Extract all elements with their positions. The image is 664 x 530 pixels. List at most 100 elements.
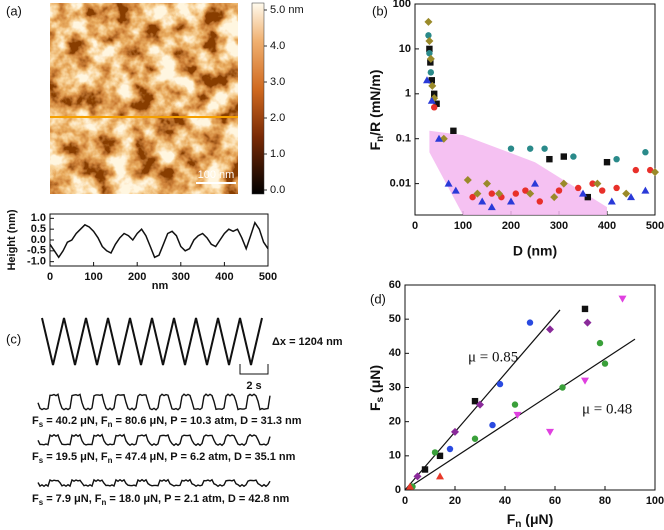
marker <box>489 421 496 429</box>
colorbar-label: 5.0 nm <box>270 4 304 16</box>
marker <box>406 482 414 490</box>
y-tick-label: -0.5 <box>27 245 46 257</box>
marker <box>632 166 639 174</box>
y-tick-label: 20 <box>389 416 401 428</box>
marker <box>507 145 515 152</box>
marker <box>436 452 444 460</box>
marker <box>613 155 620 163</box>
marker <box>601 360 609 367</box>
y-axis-label-part: F <box>367 402 383 411</box>
fit-line <box>404 309 561 491</box>
trace-caption-part: F <box>32 451 39 463</box>
marker <box>596 339 604 347</box>
trace-caption-part: = 18.0 μN, P = 2.1 atm, D = 42.8 nm <box>106 493 289 505</box>
trace-caption-part: n <box>108 420 113 429</box>
marker <box>613 184 620 192</box>
x-axis-label-part: (μN) <box>521 511 553 527</box>
trace-caption-part: = 19.5 μN, F <box>43 451 108 463</box>
trace-caption: Fs = 7.9 μN, Fn = 18.0 μN, P = 2.1 atm, … <box>32 493 290 507</box>
trace-caption-part: s <box>39 420 44 429</box>
marker <box>496 380 504 388</box>
x-tick-label: 80 <box>599 495 611 507</box>
colorbar-label: 2.0 <box>270 112 285 124</box>
y-tick-label: 1 <box>405 88 411 100</box>
x-tick-label: 100 <box>646 495 664 507</box>
marker <box>642 149 649 156</box>
marker <box>451 427 459 436</box>
marker <box>550 193 559 202</box>
trace-caption-part: = 47.4 μN, P = 6.2 atm, D = 35.1 nm <box>113 451 296 463</box>
y-tick-label: 10 <box>389 450 401 462</box>
colorbar-label: 0.0 <box>270 184 285 196</box>
marker <box>627 193 635 201</box>
marker <box>579 189 587 197</box>
panel-label: (c) <box>6 331 21 346</box>
amplitude-label: Δx = 1204 nm <box>272 336 343 348</box>
y-axis-label-part: /R (mN/m) <box>367 70 383 136</box>
marker <box>559 179 568 188</box>
x-tick-label: 300 <box>550 220 568 232</box>
x-tick-label: 200 <box>128 271 146 283</box>
marker <box>444 179 453 187</box>
y-tick-label: 0.1 <box>396 133 411 145</box>
y-axis-label-part: F <box>367 141 383 150</box>
marker <box>570 153 577 160</box>
x-tick-label: 300 <box>172 271 190 283</box>
marker <box>471 435 479 442</box>
marker <box>426 50 433 57</box>
y-tick-label: 30 <box>389 381 401 393</box>
marker <box>599 187 606 194</box>
x-tick-label: 60 <box>549 495 561 507</box>
marker <box>428 77 435 84</box>
marker <box>450 127 457 135</box>
trace-caption-part: n <box>102 498 107 507</box>
y-tick-label: 100 <box>393 0 411 10</box>
y-axis-label: Fn/R (mN/m) <box>367 70 386 151</box>
marker <box>651 168 659 177</box>
marker <box>603 158 611 166</box>
marker <box>618 295 627 303</box>
x-tick-label: 0 <box>412 220 418 232</box>
marker <box>423 76 431 84</box>
friction-trace <box>37 393 271 411</box>
marker <box>426 45 433 53</box>
x-tick-label: 100 <box>454 220 472 232</box>
x-tick-label: 20 <box>449 495 461 507</box>
fit-label: μ = 0.85 <box>468 349 518 365</box>
x-tick-label: 400 <box>215 271 233 283</box>
y-tick-label: 0 <box>395 484 401 496</box>
marker <box>431 90 438 98</box>
x-tick-label: 200 <box>502 220 520 232</box>
x-tick-label: 100 <box>84 271 102 283</box>
y-axis-label: Fs (μN) <box>367 365 386 411</box>
trace-caption: Fs = 40.2 μN, Fn = 80.6 μN, P = 10.3 atm… <box>32 415 302 429</box>
colorbar-label: 1.0 <box>270 148 285 160</box>
colorbar-label: 4.0 <box>270 40 285 52</box>
x-tick-label: 40 <box>499 495 511 507</box>
plot-frame <box>49 213 269 267</box>
marker <box>581 305 589 313</box>
y-tick-label: 0.5 <box>31 223 46 235</box>
marker <box>560 153 567 160</box>
marker <box>473 189 482 198</box>
marker <box>427 69 435 76</box>
y-tick-label: 0.0 <box>31 234 46 246</box>
y-tick-label: 1.0 <box>31 212 46 224</box>
marker <box>426 54 435 63</box>
marker <box>425 36 434 45</box>
y-tick-label: 0.01 <box>390 178 411 190</box>
marker <box>546 428 554 436</box>
marker <box>555 187 563 194</box>
marker <box>424 17 433 26</box>
x-axis-label-part: n <box>515 519 521 530</box>
trace-caption-part: = 40.2 μN, F <box>43 415 108 427</box>
trace-caption: Fs = 19.5 μN, Fn = 47.4 μN, P = 6.2 atm,… <box>32 451 296 465</box>
marker <box>584 193 591 201</box>
panel-label: (d) <box>370 291 386 306</box>
trace-caption-part: s <box>39 498 44 507</box>
x-tick-label: 0 <box>47 271 53 283</box>
y-tick-label: 40 <box>389 347 401 359</box>
marker <box>436 472 444 480</box>
